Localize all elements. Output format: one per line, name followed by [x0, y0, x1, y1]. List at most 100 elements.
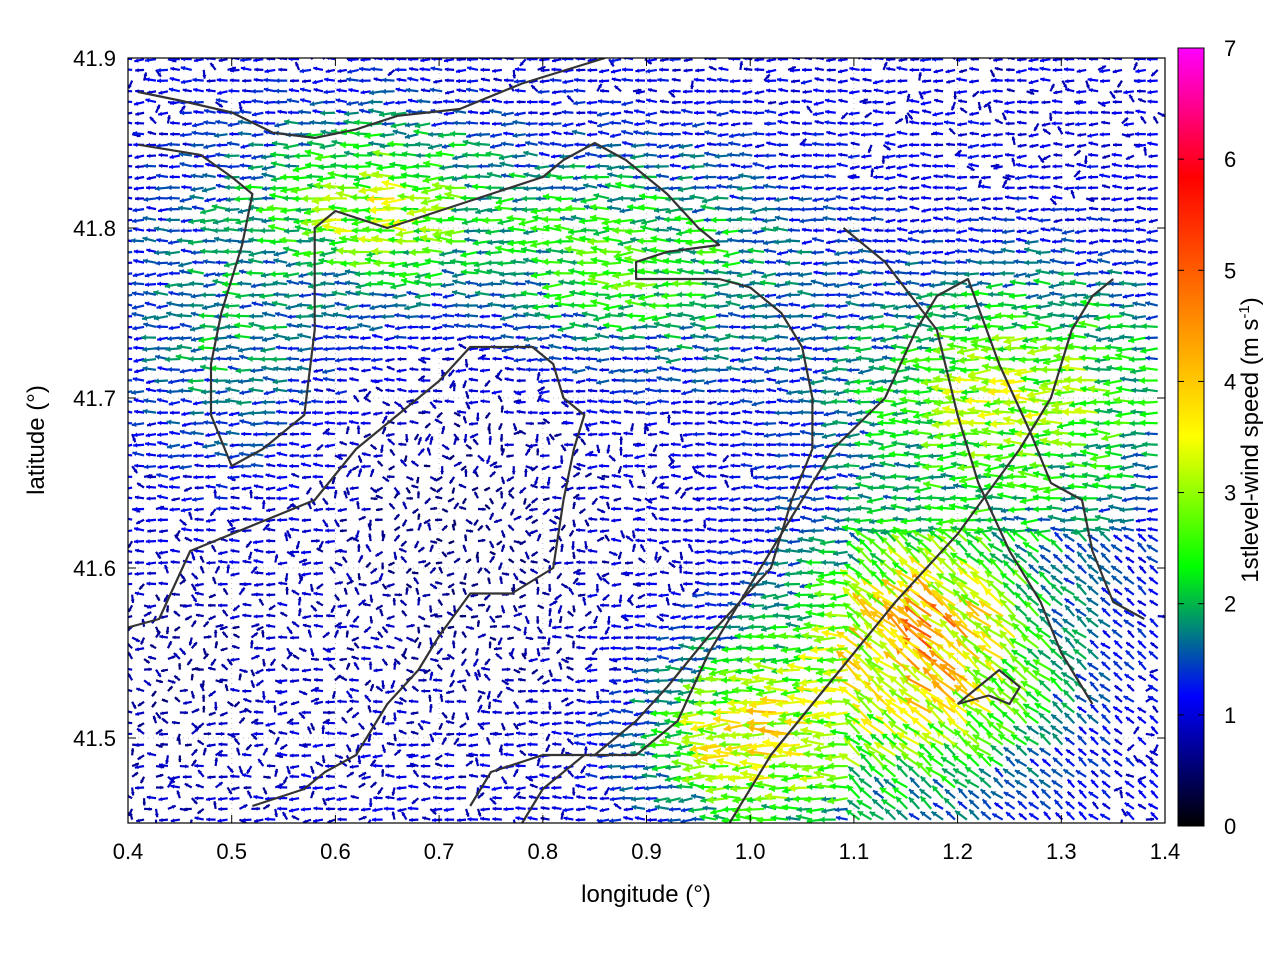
wind-vector-head: [444, 775, 449, 781]
wind-vector-head: [420, 719, 425, 725]
wind-vector-head: [614, 803, 619, 808]
wind-vector-head: [474, 672, 479, 676]
wind-vector-head: [178, 759, 182, 763]
wind-vector-head: [678, 564, 683, 569]
wind-vector-head: [965, 767, 972, 773]
wind-vector-head: [884, 808, 891, 815]
wind-vector-head: [645, 796, 650, 802]
wind-vector-head: [696, 708, 703, 717]
wind-vector-head: [697, 727, 705, 735]
wind-vector-head: [195, 783, 200, 788]
wind-vector-head: [564, 720, 568, 725]
wind-vector-head: [283, 779, 287, 784]
wind-vector-head: [736, 656, 743, 663]
wind-vector-head: [741, 750, 749, 759]
wind-vector-head: [392, 661, 397, 665]
wind-vector-head: [759, 695, 768, 704]
wind-vector-head: [803, 717, 811, 725]
wind-vector-head: [843, 712, 851, 720]
wind-vector-head: [221, 731, 225, 736]
wind-vector-head: [916, 761, 924, 770]
wind-vector-head: [492, 710, 497, 715]
wind-vector-head: [647, 817, 651, 823]
wind-vector-head: [123, 516, 127, 520]
wind-vector-head: [420, 763, 425, 769]
wind-vector-head: [664, 776, 671, 783]
wind-vector-head: [738, 705, 747, 714]
wind-vector-head: [265, 571, 270, 576]
wind-vector-head: [683, 570, 688, 575]
wind-vector-head: [1063, 726, 1069, 732]
wind-vector-head: [242, 689, 246, 694]
wind-vector-head: [631, 804, 637, 811]
wind-vector-head: [1125, 757, 1131, 763]
wind-vector-head: [421, 742, 425, 748]
wind-vector-head: [477, 812, 482, 817]
wind-vector-head: [827, 656, 834, 665]
wind-vector-head: [481, 666, 485, 671]
wind-vector-head: [549, 673, 553, 677]
wind-vector-head: [208, 666, 212, 671]
wind-vector-head: [1149, 780, 1155, 785]
wind-vector-head: [170, 818, 175, 823]
wind-vector-head: [629, 697, 635, 704]
wind-vector-head: [301, 518, 306, 523]
wind-vector-head: [830, 728, 837, 736]
wind-vector-head: [925, 700, 934, 708]
wind-vector-head: [694, 625, 699, 630]
wind-vector-head: [128, 673, 132, 678]
wind-vector-head: [517, 689, 522, 694]
wind-vector-head: [424, 670, 428, 674]
wind-vector-head: [1149, 756, 1154, 761]
wind-vector-head: [586, 740, 592, 746]
wind-vector-head: [619, 732, 625, 738]
wind-vector-head: [784, 796, 790, 803]
wind-vector-head: [289, 721, 294, 726]
wind-vector-head: [184, 807, 188, 812]
wind-vector-head: [576, 795, 581, 800]
wind-vector-head: [158, 560, 163, 565]
wind-vector-head: [836, 650, 845, 659]
wind-vector-head: [191, 694, 195, 699]
wind-vector-head: [540, 805, 545, 811]
wind-vector-head: [220, 712, 224, 717]
wind-vector-head: [203, 747, 207, 752]
wind-vector-head: [206, 817, 210, 822]
wind-vector-head: [173, 652, 178, 657]
wind-vector-head: [194, 517, 199, 522]
wind-vector-head: [827, 740, 835, 748]
wind-vector-head: [302, 677, 307, 682]
wind-vector-head: [279, 701, 284, 706]
wind-vector-head: [918, 743, 925, 750]
wind-vector-head: [367, 705, 372, 709]
wind-vector-head: [1149, 715, 1155, 720]
wind-vector-head: [759, 613, 765, 620]
wind-vector-head: [303, 691, 308, 695]
wind-vector-head: [806, 817, 813, 823]
wind-vector-head: [1063, 679, 1070, 686]
wind-vector-head: [909, 789, 915, 795]
wind-vector-head: [238, 673, 242, 677]
wind-vector-head: [552, 634, 556, 639]
wind-vector-head: [927, 723, 935, 730]
wind-vector-head: [693, 614, 698, 620]
wind-vector-head: [528, 688, 532, 694]
wind-vector-head: [459, 614, 463, 618]
wind-vector-head: [1125, 773, 1130, 778]
wind-vector-head: [273, 705, 277, 709]
wind-vector-head: [654, 688, 660, 695]
wind-vector-head: [310, 769, 315, 774]
wind-vector-head: [246, 746, 250, 751]
wind-vector-head: [978, 768, 985, 774]
wind-vector-head: [385, 689, 390, 695]
wind-vector-head: [217, 818, 222, 823]
wind-vector-head: [563, 816, 568, 821]
wind-vector-head: [896, 809, 902, 816]
wind-vector-head: [157, 517, 162, 523]
wind-vector-head: [446, 656, 450, 661]
wind-vector-head: [1027, 767, 1033, 773]
wind-vector-head: [885, 699, 894, 707]
wind-vector-head: [657, 818, 662, 823]
wind-vector-head: [794, 591, 801, 599]
wind-vector-head: [146, 795, 151, 800]
